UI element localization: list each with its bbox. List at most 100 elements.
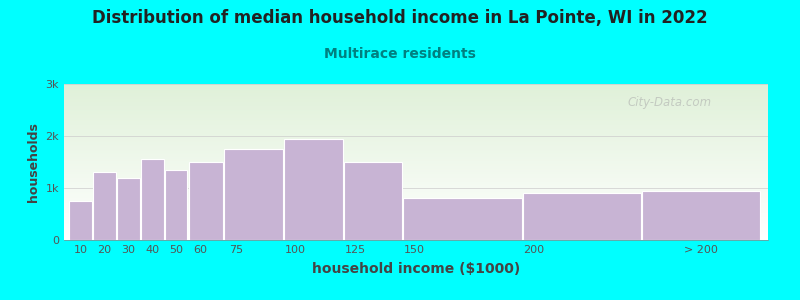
Bar: [189, 162, 223, 240]
Bar: [64, 221, 768, 222]
Bar: [64, 206, 768, 207]
Bar: [64, 154, 768, 155]
Bar: [64, 194, 768, 195]
Bar: [225, 149, 283, 240]
Bar: [64, 121, 768, 122]
Bar: [64, 89, 768, 90]
Bar: [64, 212, 768, 213]
Bar: [64, 136, 768, 137]
Bar: [522, 193, 641, 240]
Bar: [64, 148, 768, 149]
Bar: [64, 107, 768, 108]
Bar: [64, 179, 768, 180]
Bar: [64, 226, 768, 227]
X-axis label: household income ($1000): household income ($1000): [312, 262, 520, 276]
Bar: [64, 91, 768, 92]
Bar: [64, 108, 768, 109]
Bar: [64, 98, 768, 99]
Bar: [64, 222, 768, 223]
Bar: [64, 97, 768, 98]
Bar: [64, 164, 768, 165]
Bar: [64, 149, 768, 150]
Bar: [64, 192, 768, 193]
Bar: [64, 224, 768, 225]
Bar: [64, 172, 768, 173]
Bar: [64, 195, 768, 196]
Bar: [64, 214, 768, 215]
Bar: [64, 129, 768, 130]
Bar: [64, 218, 768, 219]
Bar: [64, 178, 768, 179]
Bar: [64, 92, 768, 93]
Bar: [64, 233, 768, 234]
Bar: [64, 96, 768, 97]
Bar: [64, 170, 768, 171]
Bar: [64, 116, 768, 117]
Bar: [64, 204, 768, 205]
Bar: [64, 147, 768, 148]
Bar: [64, 114, 768, 115]
Bar: [64, 119, 768, 120]
Bar: [64, 146, 768, 147]
Bar: [64, 168, 768, 169]
Bar: [64, 88, 768, 89]
Bar: [64, 160, 768, 161]
Bar: [64, 132, 768, 133]
Bar: [64, 85, 768, 86]
Bar: [64, 124, 768, 125]
Bar: [64, 156, 768, 157]
Text: Multirace residents: Multirace residents: [324, 46, 476, 61]
Bar: [64, 117, 768, 118]
Bar: [64, 144, 768, 145]
Bar: [64, 163, 768, 164]
Bar: [64, 90, 768, 91]
Bar: [64, 160, 768, 161]
Bar: [64, 205, 768, 206]
Bar: [64, 208, 768, 209]
Bar: [64, 87, 768, 88]
Y-axis label: households: households: [27, 122, 40, 202]
Text: City-Data.com: City-Data.com: [627, 96, 711, 109]
Bar: [64, 131, 768, 132]
Bar: [284, 139, 342, 240]
Bar: [64, 191, 768, 192]
Bar: [64, 220, 768, 221]
Bar: [64, 217, 768, 218]
Bar: [64, 201, 768, 202]
Bar: [64, 165, 768, 166]
Bar: [64, 203, 768, 204]
Bar: [64, 93, 768, 94]
Bar: [64, 228, 768, 229]
Bar: [64, 122, 768, 123]
Bar: [64, 142, 768, 143]
Bar: [64, 188, 768, 189]
Bar: [94, 172, 116, 240]
Bar: [344, 162, 402, 240]
Bar: [64, 115, 768, 116]
Bar: [64, 232, 768, 233]
Bar: [64, 176, 768, 177]
Bar: [64, 234, 768, 235]
Bar: [64, 130, 768, 131]
Bar: [64, 190, 768, 191]
Bar: [64, 137, 768, 138]
Bar: [64, 109, 768, 110]
Bar: [64, 177, 768, 178]
Bar: [64, 173, 768, 174]
Bar: [403, 198, 522, 240]
Bar: [64, 184, 768, 185]
Bar: [64, 126, 768, 127]
Bar: [64, 103, 768, 104]
Bar: [165, 170, 187, 240]
Bar: [64, 138, 768, 139]
Bar: [64, 127, 768, 128]
Bar: [64, 140, 768, 141]
Bar: [64, 227, 768, 228]
Bar: [64, 113, 768, 114]
Bar: [64, 139, 768, 140]
Bar: [64, 210, 768, 211]
Bar: [64, 211, 768, 212]
Bar: [64, 111, 768, 112]
Bar: [64, 150, 768, 151]
Bar: [64, 104, 768, 105]
